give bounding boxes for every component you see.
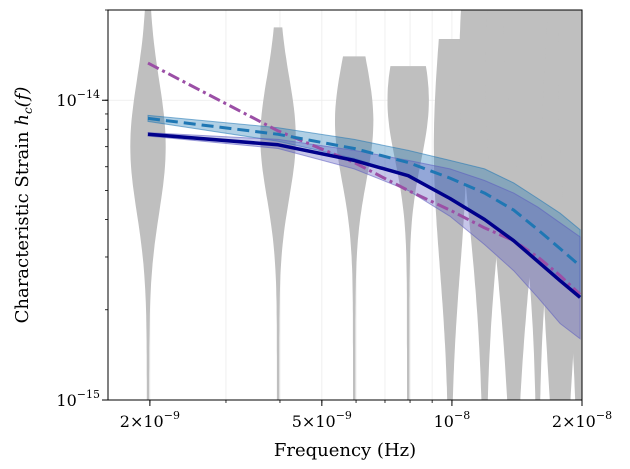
- y-axis-title-arg: (f): [12, 87, 33, 108]
- x-tick-label: 5×10−9: [292, 409, 352, 431]
- y-axis-title-text: Characteristic Strain: [12, 131, 33, 323]
- plot-frame: [107, 9, 583, 401]
- y-tick-label: 10−15: [56, 388, 100, 410]
- x-tick-labels: 2×10−9 5×10−9 10−8 2×10−8: [120, 409, 612, 431]
- violin-layer: [130, 10, 582, 400]
- y-axis-title-subscript: c: [21, 107, 35, 114]
- violin: [557, 10, 582, 400]
- violin: [260, 27, 296, 400]
- y-axis-title: Characteristic Strain hc(f): [12, 87, 35, 324]
- series-line: [147, 116, 582, 268]
- series-band: [147, 132, 581, 340]
- x-tick-label: 2×10−9: [120, 409, 180, 431]
- violin: [335, 56, 374, 400]
- x-tick-label: 10−8: [434, 409, 471, 431]
- violin: [130, 10, 166, 400]
- y-tick-labels: 10−15 10−14: [56, 88, 100, 410]
- line-layer: [147, 61, 582, 299]
- series-line: [147, 61, 582, 296]
- violin: [387, 66, 429, 400]
- tick-layer: [102, 9, 583, 406]
- violin: [433, 39, 467, 400]
- series-line: [147, 132, 582, 299]
- x-tick-label: 2×10−8: [552, 409, 612, 431]
- y-axis-title-symbol: h: [12, 114, 33, 126]
- x-axis-title: Frequency (Hz): [274, 440, 416, 461]
- plot-area: [130, 10, 582, 400]
- y-tick-label: 10−14: [56, 88, 100, 110]
